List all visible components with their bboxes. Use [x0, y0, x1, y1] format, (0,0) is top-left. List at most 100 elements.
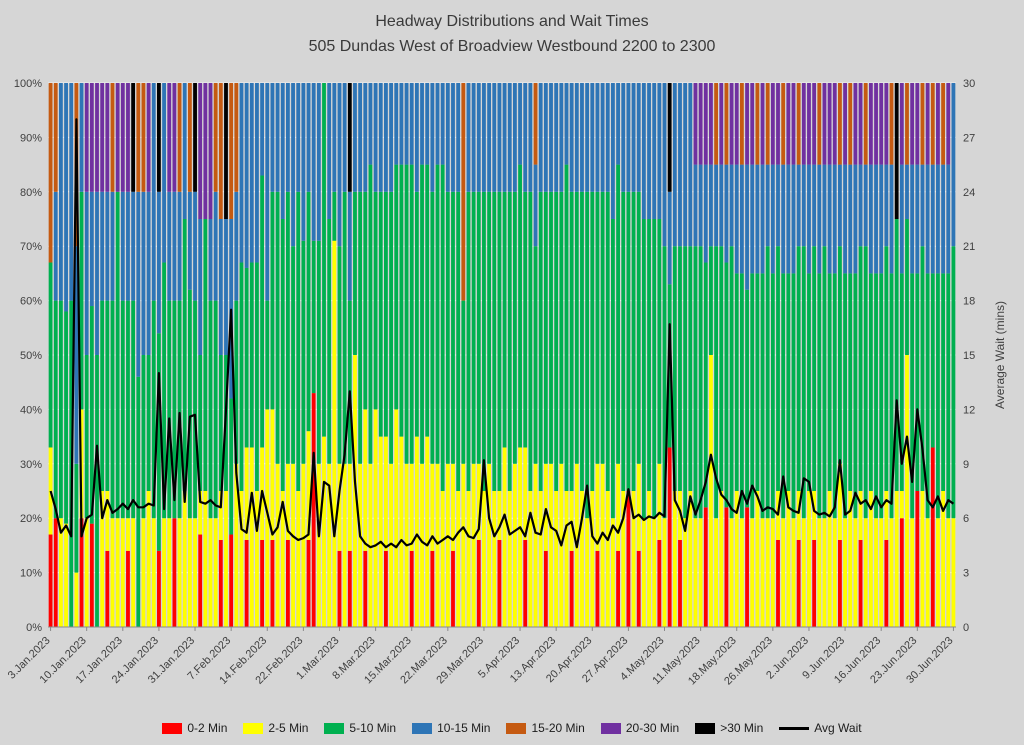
bar-segment — [915, 273, 920, 491]
bar-segment — [518, 447, 522, 627]
bar-segment — [894, 219, 899, 491]
bar-segment — [53, 191, 58, 301]
bar-segment — [451, 191, 455, 464]
y-left-tick-label: 90% — [20, 132, 42, 144]
bar-segment — [213, 83, 218, 192]
bar-segment — [208, 300, 213, 519]
bar-segment — [146, 491, 151, 627]
y-left-tick-label: 0% — [26, 622, 42, 634]
bar-segment — [739, 83, 744, 165]
bar-segment — [569, 191, 574, 492]
bar-segment — [595, 463, 600, 551]
bar-segment — [48, 262, 53, 448]
bar-segment — [157, 83, 161, 192]
legend-swatch-0-2-min — [162, 722, 183, 734]
bar-segment — [285, 463, 290, 540]
bar-segment — [384, 436, 388, 551]
bar-segment — [760, 164, 765, 274]
legend-item-2-5-min: 2-5 Min — [243, 721, 308, 735]
bar-segment — [889, 164, 894, 274]
bar-segment — [353, 83, 357, 192]
bar-segment — [600, 191, 605, 464]
bar-segment — [874, 273, 878, 519]
bar-segment — [739, 518, 744, 627]
chart-title-line1: Headway Distributions and Wait Times — [375, 13, 649, 30]
bar-segment — [899, 83, 904, 165]
bar-segment — [301, 240, 306, 464]
chart-title-block: Headway Distributions and Wait Times 505… — [0, 10, 1024, 60]
bar-segment — [120, 518, 125, 627]
bar-segment — [724, 262, 729, 508]
bar-segment — [662, 83, 667, 247]
bar-segment — [255, 83, 259, 263]
bar-segment — [930, 83, 935, 165]
bar-segment — [765, 164, 770, 247]
bar-segment — [951, 83, 956, 247]
bar-segment — [523, 539, 528, 627]
bar-segment — [399, 164, 404, 437]
legend-label-avg-wait: Avg Wait — [814, 721, 862, 735]
bar-segment — [327, 219, 332, 464]
bar-segment — [832, 273, 837, 519]
bar-segment — [770, 164, 775, 274]
bar-segment — [105, 300, 110, 491]
bar-segment — [631, 491, 636, 627]
y-left-tick-label: 20% — [20, 513, 42, 525]
bar-segment — [358, 83, 363, 192]
bar-segment — [667, 447, 672, 627]
bar-segment — [451, 550, 455, 627]
bar-segment — [244, 447, 249, 540]
bar-segment — [358, 191, 363, 464]
y-right-tick-label: 12 — [963, 404, 975, 416]
bar-segment — [182, 83, 187, 219]
bar-segment — [647, 491, 651, 627]
bar-segment — [461, 463, 466, 627]
bar-segment — [404, 164, 409, 464]
bar-segment — [812, 539, 817, 627]
bar-segment — [868, 83, 873, 165]
bar-segment — [373, 409, 378, 627]
bar-segment — [187, 191, 192, 290]
bar-segment — [750, 518, 755, 627]
bar-segment — [791, 518, 796, 627]
bar-segment — [445, 463, 450, 627]
y-left-tick-label: 80% — [20, 187, 42, 199]
bar-segment — [198, 491, 203, 535]
bar-segment — [930, 164, 935, 274]
bar-segment — [270, 191, 275, 410]
bar-segment — [667, 83, 672, 192]
bar-segment — [822, 164, 827, 247]
bar-segment — [889, 518, 894, 627]
bar-segment — [812, 491, 817, 540]
bar-segment — [306, 431, 311, 540]
bar-segment — [177, 83, 182, 192]
bar-segment — [414, 191, 419, 437]
bar-segment — [337, 463, 342, 551]
bar-segment — [605, 491, 610, 627]
bar-segment — [745, 164, 749, 290]
bar-segment — [946, 518, 951, 627]
bar-segment — [337, 550, 342, 627]
bar-segment — [688, 83, 693, 247]
bar-segment — [801, 164, 806, 247]
bar-segment — [554, 191, 559, 492]
bar-segment — [817, 518, 822, 627]
bar-segment — [172, 518, 177, 627]
bar-segment — [414, 83, 419, 192]
bar-segment — [884, 491, 889, 540]
bar-segment — [554, 491, 559, 627]
bar-segment — [848, 491, 853, 627]
bar-segment — [79, 518, 84, 627]
bar-segment — [822, 246, 827, 519]
bar-segment — [322, 436, 326, 627]
bar-segment — [703, 83, 708, 165]
bar-segment — [131, 300, 136, 519]
bar-segment — [182, 491, 187, 627]
bar-segment — [244, 539, 249, 627]
bar-segment — [936, 518, 940, 627]
bar-segment — [538, 191, 543, 492]
bar-segment — [905, 164, 909, 219]
bar-segment — [703, 164, 708, 263]
bar-segment — [363, 191, 368, 410]
bar-segment — [487, 463, 492, 627]
